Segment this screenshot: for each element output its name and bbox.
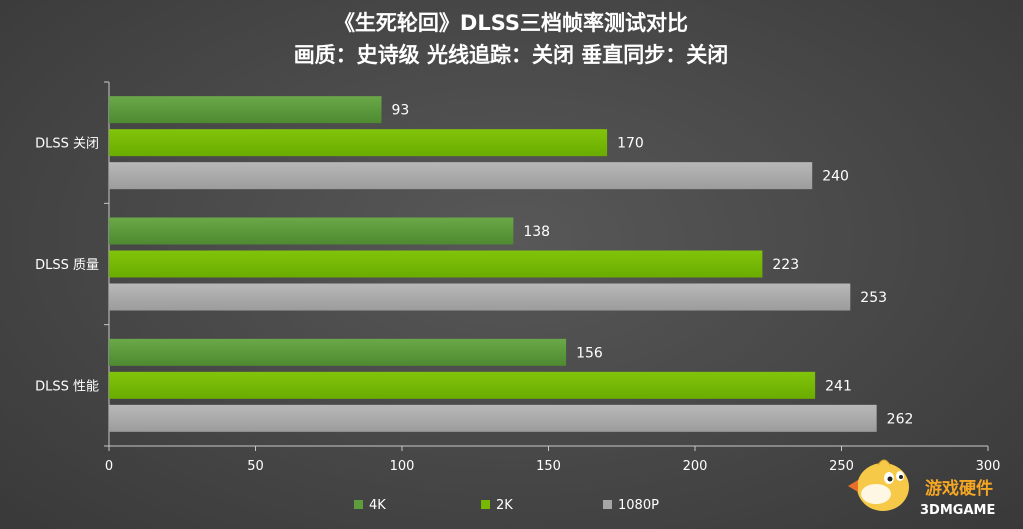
bar-2k (109, 371, 816, 399)
data-label: 156 (576, 345, 603, 361)
data-label: 170 (617, 136, 644, 152)
legend: 4K 2K 1080P (354, 498, 659, 513)
legend-label-4k: 4K (369, 498, 386, 513)
x-tick-label: 150 (536, 459, 561, 474)
chart-title-line-1: 《生死轮回》DLSS三档帧率测试对比 (334, 11, 688, 35)
x-tick-label: 50 (247, 459, 264, 474)
legend-swatch-4k (354, 500, 363, 509)
data-label: 138 (523, 224, 550, 240)
data-label: 240 (822, 169, 849, 185)
plot-area: 0 50 100 150 200 250 300 DLSS 关闭 93 170 240 DLSS 质量… (35, 81, 1001, 474)
legend-label-2k: 2K (496, 498, 513, 513)
x-tick-label: 250 (829, 459, 854, 474)
x-tick-label: 100 (390, 459, 415, 474)
bar-1080p (109, 404, 877, 432)
data-label: 241 (825, 378, 852, 394)
bar-1080p (109, 283, 851, 311)
data-label: 253 (860, 290, 887, 306)
watermark-text-cn: 游戏硬件 (925, 478, 993, 499)
bar-4k (109, 338, 567, 366)
bar-4k (109, 217, 514, 245)
chick-mascot-icon (848, 459, 909, 511)
data-label: 223 (772, 257, 799, 273)
bar-2k (109, 250, 763, 278)
legend-swatch-2k (481, 500, 490, 509)
legend-swatch-1080p (603, 500, 612, 509)
x-tick-label: 300 (976, 459, 1001, 474)
category-label: DLSS 性能 (35, 379, 99, 394)
chart-title-line-2: 画质：史诗级 光线追踪：关闭 垂直同步：关闭 (294, 43, 729, 67)
legend-label-1080p: 1080P (618, 498, 659, 513)
x-tick-label: 0 (105, 459, 113, 474)
watermark: 游戏硬件 3DMGAME (848, 459, 995, 518)
category-label: DLSS 关闭 (35, 137, 99, 152)
data-label: 93 (391, 103, 409, 119)
bar-4k (109, 96, 382, 124)
x-tick-label: 200 (683, 459, 708, 474)
bar-1080p (109, 162, 813, 190)
bar-2k (109, 129, 608, 157)
watermark-text-en: 3DMGAME (920, 503, 995, 518)
category-label: DLSS 质量 (35, 258, 99, 273)
data-label: 262 (887, 411, 914, 427)
